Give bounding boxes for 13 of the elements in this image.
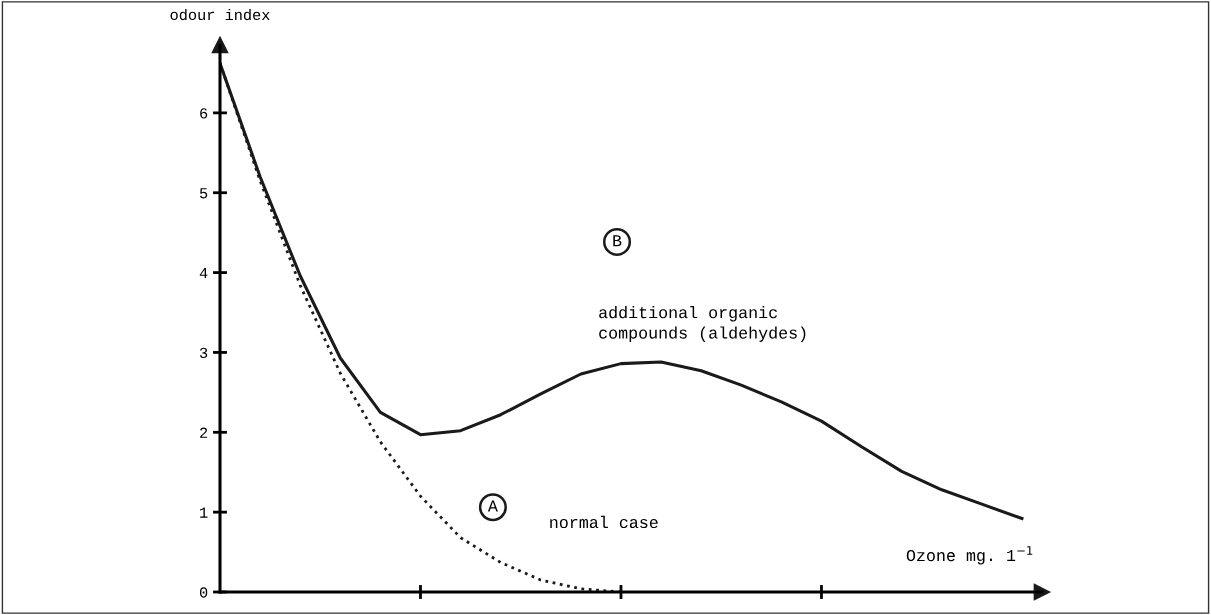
y-tick-label: 3 — [199, 347, 208, 359]
y-tick-label: 1 — [200, 507, 208, 518]
annotation: additional organic compounds (aldehydes) — [599, 306, 806, 342]
y-tick-label: 6 — [200, 108, 208, 119]
y-axis-title: odour index — [170, 8, 270, 21]
y-tick-label: 0 — [199, 587, 208, 598]
annotation: normal case — [550, 515, 658, 529]
y-tick-label: 5 — [199, 188, 208, 199]
annotation: B — [613, 235, 622, 247]
y-tick-label: 2 — [200, 427, 208, 438]
x-axis-title: Ozone mg. 1$^{−1}$ — [906, 546, 1033, 565]
y-tick-label: 4 — [199, 268, 208, 279]
annotation: A — [487, 500, 498, 512]
